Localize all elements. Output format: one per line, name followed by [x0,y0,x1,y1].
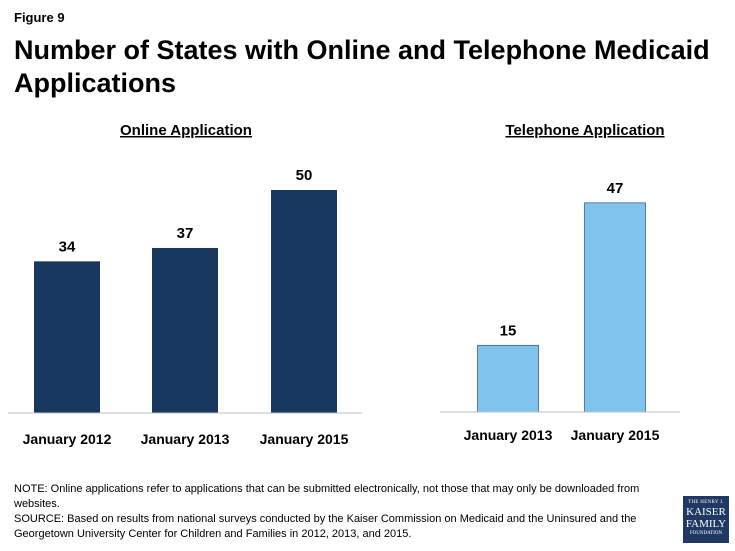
logo-line-3: FAMILY [685,518,727,530]
value-label-online-0: 34 [59,238,76,255]
value-label-online-1: 37 [177,225,194,242]
kff-logo: THE HENRY J. KAISER FAMILY FOUNDATION [683,496,729,543]
value-label-online-2: 50 [296,167,313,184]
footnotes: NOTE: Online applications refer to appli… [14,482,669,542]
source-text: SOURCE: Based on results from national s… [14,513,637,540]
logo-line-1: THE HENRY J. [688,500,724,505]
online-application-chart: Online Application 34 January 2012 37 Janua… [8,122,362,447]
figure-label: Figure 9 [14,10,65,25]
value-label-telephone-0: 15 [500,322,517,339]
bar-online-1 [152,247,218,413]
bar-online-2 [271,190,337,413]
page-title: Number of States with Online and Telepho… [14,35,710,98]
logo-line-2: KAISER [686,506,726,518]
category-label-online-1: January 2013 [141,431,230,447]
bar-charts: Online Application 34 January 2012 37 Janua… [8,122,680,447]
note-text: NOTE: Online applications refer to appli… [14,483,640,510]
value-label-telephone-1: 47 [607,180,624,197]
logo-line-4: FOUNDATION [689,531,723,536]
online-chart-title: Online Application [120,122,252,139]
bar-telephone-0 [477,344,539,413]
category-label-telephone-0: January 2013 [464,427,553,443]
bar-online-0 [34,261,100,413]
telephone-chart-title: Telephone Application [505,122,664,139]
bar-telephone-1 [584,202,646,413]
category-label-online-0: January 2012 [23,431,112,447]
telephone-application-chart: Telephone Application 15 January 2013 47 Ja… [440,122,680,443]
category-label-telephone-1: January 2015 [571,427,660,443]
category-label-online-2: January 2015 [260,431,349,447]
